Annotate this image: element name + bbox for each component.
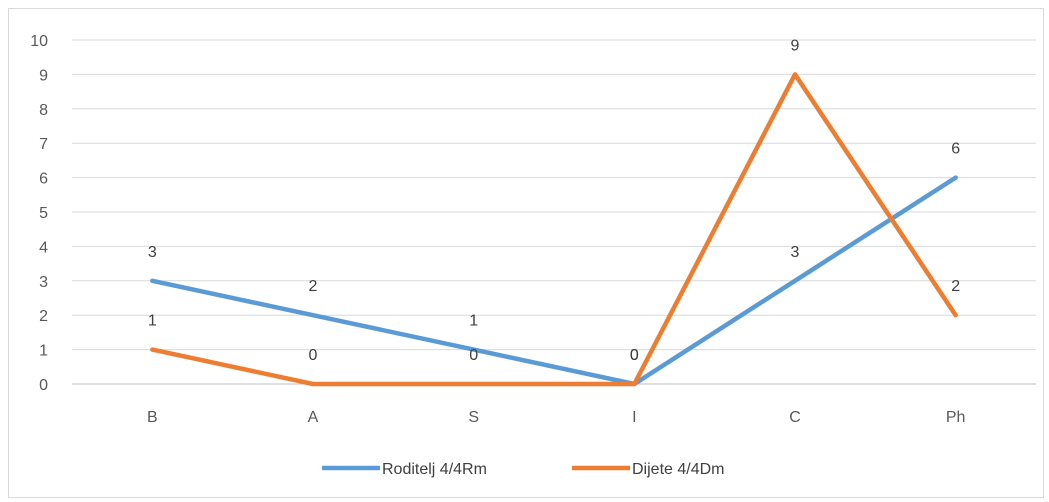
x-tick-label: S <box>468 409 479 426</box>
data-label: 3 <box>791 244 800 261</box>
y-tick-label: 1 <box>39 343 48 360</box>
y-tick-label: 5 <box>39 205 48 222</box>
x-axis-ticks: B A S I C Ph <box>147 409 965 426</box>
data-label: 2 <box>951 278 960 295</box>
y-tick-label: 3 <box>39 274 48 291</box>
x-tick-label: A <box>308 409 319 426</box>
y-tick-label: 8 <box>39 102 48 119</box>
legend-item: Roditelj 4/4Rm <box>322 461 487 478</box>
data-label: 0 <box>469 347 478 364</box>
legend-label: Dijete 4/4Dm <box>632 461 724 478</box>
data-label: 2 <box>309 278 318 295</box>
data-label: 6 <box>951 141 960 158</box>
gridlines <box>72 39 1036 385</box>
data-label: 3 <box>148 244 157 261</box>
x-tick-label: Ph <box>946 409 966 426</box>
legend-label: Roditelj 4/4Rm <box>382 461 487 478</box>
x-tick-label: B <box>147 409 158 426</box>
series-line-0 <box>150 175 958 387</box>
legend-item: Dijete 4/4Dm <box>572 461 724 478</box>
data-label: 0 <box>630 347 639 364</box>
series-line-1 <box>150 72 958 387</box>
x-tick-label: I <box>632 409 636 426</box>
data-label: 9 <box>791 37 800 54</box>
y-tick-label: 6 <box>39 171 48 188</box>
data-label: 0 <box>630 347 639 364</box>
x-tick-label: C <box>789 409 801 426</box>
data-label: 1 <box>148 313 157 330</box>
series-lines <box>150 72 958 387</box>
y-tick-label: 10 <box>30 33 48 50</box>
data-label: 1 <box>469 313 478 330</box>
y-tick-label: 4 <box>39 239 48 256</box>
legend: Roditelj 4/4Rm Dijete 4/4Dm <box>322 461 724 478</box>
y-tick-label: 0 <box>39 377 48 394</box>
y-tick-label: 2 <box>39 308 48 325</box>
y-axis-ticks: 0 1 2 3 4 5 6 7 8 9 10 <box>30 33 48 394</box>
y-tick-label: 9 <box>39 67 48 84</box>
chart-frame <box>8 8 1044 498</box>
y-tick-label: 7 <box>39 136 48 153</box>
data-label: 0 <box>309 347 318 364</box>
